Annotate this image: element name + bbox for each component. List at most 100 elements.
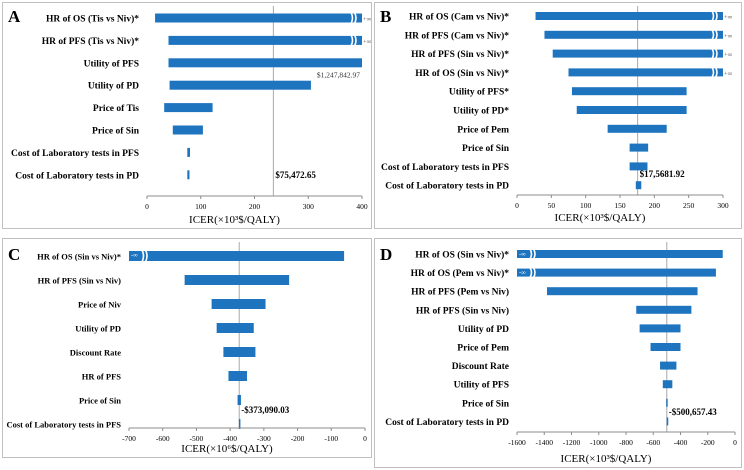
row-label: HR of OS (Pem vs Niv)* [411,268,510,279]
infinity-label: +∞ [724,70,733,77]
row-label: Utility of PD [75,324,121,334]
bar [187,170,190,180]
axis-break-mark [711,29,718,41]
axis-break-mark [350,34,357,47]
panel-frame [374,2,742,229]
x-tick-label: -600 [156,434,170,443]
axis-break-mark [350,12,357,24]
x-tick-label: 0 [515,201,519,210]
infinity-label: +∞ [724,14,733,21]
bar [228,371,247,381]
panel-frame [2,2,372,229]
row-label: Utility of PFS [454,381,509,391]
panel-letter: C [8,245,20,264]
x-tick-label: 0 [145,202,149,211]
bar [164,103,213,113]
infinity-label: -∞ [519,270,526,277]
infinity-label: +∞ [363,16,372,23]
panel-d: D HR of OS (Sin vs Niv)* -∞ HR of OS (Pem v… [374,238,742,468]
tornado-chart-b: B HR of OS (Cam vs Niv)* +∞ HR of PFS (Cam … [374,2,742,229]
row-label: Price of Pem [457,344,509,354]
bar [168,58,362,68]
panel-letter: D [380,245,392,264]
axis-break-mark [711,48,718,60]
bar [223,347,256,357]
bar [535,12,723,20]
bar [568,68,723,77]
x-tick-label: 400 [356,202,368,211]
x-axis-title: ICER(×10³$/QALY) [555,212,646,224]
row-label: HR of PFS (Pem vs Niv) [411,287,509,298]
x-axis-title: ICER(×10⁶$/QALY) [181,443,273,455]
row-label: HR of PFS [82,372,121,382]
x-tick-label: 100 [195,202,207,211]
base-value-label: -$373,090.03 [241,405,289,415]
x-axis-title: ICER(×10³$/QALY) [189,214,280,226]
panel-letter: B [380,7,391,26]
bar [216,323,254,333]
bar [662,380,673,389]
bar [666,398,668,407]
bar [635,181,642,190]
row-label: Price of Pem [457,125,509,135]
row-label: HR of OS (Cam vs Niv)* [409,12,509,23]
row-label: Utility of PFS [84,59,139,69]
row-label: HR of PFS (Sin vs Niv) [38,276,122,286]
row-label: Cost of Laboratory tests in PD [385,182,509,192]
row-label: Utility of PFS* [449,88,509,98]
x-tick-label: -700 [122,434,136,443]
bar-value-label: $1,247,842.97 [317,70,360,79]
bar [155,13,362,23]
bar [211,299,266,309]
axis-break-mark [529,267,536,279]
row-label: HR of OS (Sin vs Niv)* [415,68,509,79]
infinity-label: +∞ [724,52,733,59]
bar [168,35,362,45]
x-axis-title: ICER(×10³$/QALY) [561,453,652,465]
x-tick-label: -1200 [563,438,581,447]
row-label: HR of PFS (Sin vs Niv)* [411,49,509,60]
tornado-chart-c: C HR of OS (Sin vs Niv)* -∞ HR of PFS (Sin … [2,238,372,458]
bar [607,124,667,133]
bar [238,419,241,429]
row-label: Cost of Laboratory tests in PFS [381,163,509,173]
row-label: Price of Sin [462,399,510,409]
x-tick-label: 250 [683,201,695,210]
row-label: Price of Niv [78,300,122,310]
x-tick-label: 100 [580,201,592,210]
x-tick-label: -200 [701,438,715,447]
x-tick-label: -200 [291,434,305,443]
row-label: Price of Tis [93,104,139,114]
panel-a: A HR of OS (Tis vs Niv)* +∞ HR of PFS (Tis … [2,2,372,229]
infinity-label: -∞ [519,251,526,258]
bar [517,250,723,258]
axis-break-mark [529,248,536,260]
x-tick-label: -400 [674,438,688,447]
row-label: Cost of Laboratory tests in PFS [6,420,121,430]
row-label: HR of OS (Sin vs Niv)* [415,250,509,261]
tornado-chart-d: D HR of OS (Sin vs Niv)* -∞ HR of OS (Pem v… [374,238,742,468]
row-label: Price of Sin [92,127,140,137]
panel-frame [374,238,742,468]
bar [571,87,687,96]
bar [517,268,716,277]
panel-letter: A [8,7,21,26]
panel-frame [2,238,372,458]
bar [172,125,203,135]
row-label: Utility of PD [458,325,509,335]
x-tick-label: -500 [190,434,204,443]
base-value-label: $75,472.65 [275,170,316,180]
bar [666,417,669,426]
bar [187,147,190,157]
x-tick-label: 50 [548,201,556,210]
x-tick-label: 150 [614,201,626,210]
row-label: HR of OS (Sin vs Niv)* [37,252,121,262]
row-label: Price of Sin [79,396,121,406]
row-label: HR of PFS (Tis vs Niv)* [42,36,139,47]
bar [629,143,649,152]
infinity-label: +∞ [724,33,733,40]
bar [660,361,677,370]
x-tick-label: -600 [646,438,660,447]
x-tick-label: 200 [649,201,661,210]
bar [544,30,723,39]
